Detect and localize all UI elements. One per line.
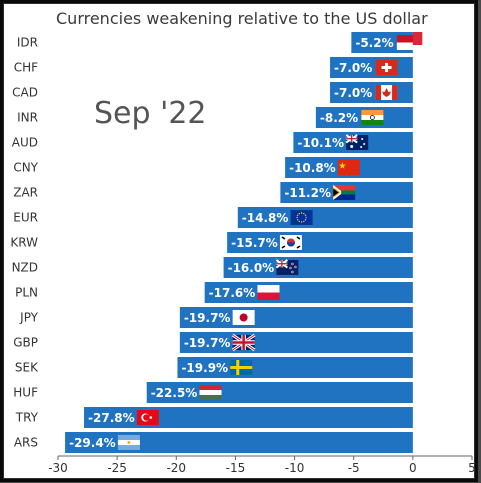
india-flag [361,110,384,125]
data-label: -27.8% [88,411,135,425]
data-label: -16.0% [228,261,275,275]
data-label: -11.2% [284,186,331,200]
x-tick-label: -25 [107,461,127,475]
hungary-flag [199,385,222,400]
category-label: KRW [10,236,38,250]
category-label: CNY [13,161,38,175]
poland-flag [257,285,280,300]
category-label: PLN [15,286,38,300]
japan-flag [232,310,255,325]
bar [227,232,413,253]
bar [237,207,413,228]
category-label: CHF [14,61,38,75]
category-label: AUD [12,136,38,150]
argentina-flag [117,435,140,450]
turkey-flag [136,410,159,425]
data-label: -17.6% [209,286,256,300]
data-label: -8.2% [320,111,358,125]
south-africa-flag [333,185,356,200]
data-label: -19.7% [184,311,231,325]
australia-flag [345,134,369,150]
data-label: -29.4% [69,436,116,450]
bar [204,282,413,303]
data-label: -14.8% [242,211,289,225]
category-label: ZAR [13,186,38,200]
x-tick-label: 0 [409,461,417,475]
chart-frame: Currencies weakening relative to the US … [4,4,474,478]
data-label: -10.1% [297,136,344,150]
data-label: -15.7% [231,236,278,250]
bar [223,257,413,278]
category-label: ARS [14,436,38,450]
data-label: -19.9% [181,361,228,375]
new-zealand-flag [275,259,299,275]
data-label: -19.7% [184,336,231,350]
data-label: -10.8% [289,161,336,175]
category-label: GBP [13,336,38,350]
category-label: SEK [15,361,39,375]
indonesia-flag [396,35,419,50]
category-label: CAD [12,86,38,100]
x-tick-label: -20 [166,461,186,475]
category-label: HUF [13,386,38,400]
bar-accent [412,32,423,45]
data-label: -5.2% [355,36,393,50]
bar [84,407,413,428]
category-label: IDR [17,36,38,50]
x-tick-label: -10 [285,461,305,475]
data-label: -7.0% [334,86,372,100]
x-tick-label: -15 [226,461,246,475]
chart-title: Currencies weakening relative to the US … [56,9,428,28]
category-label: INR [17,111,38,125]
period-annotation: Sep '22 [94,96,207,131]
switzerland-flag [375,60,398,75]
bar-chart: IDR CHF CAD INR AUD CNY ZAR EUR KRW NZD PLN JPY GBP S… [10,32,474,475]
data-label: -7.0% [334,61,372,75]
category-label: JPY [19,311,39,325]
sweden-flag [230,360,253,375]
uk-flag [231,333,256,352]
canada-flag [375,85,398,100]
category-label: TRY [15,411,39,425]
eu-flag [290,210,313,225]
category-label: EUR [13,211,38,225]
bar [65,432,413,453]
category-label: NZD [12,261,38,275]
data-label: -22.5% [151,386,198,400]
x-tick-label: 5 [468,461,474,475]
x-tick-label: -5 [348,461,360,475]
china-flag [337,160,360,175]
south-korea-flag [279,235,302,250]
x-tick-label: -30 [48,461,68,475]
